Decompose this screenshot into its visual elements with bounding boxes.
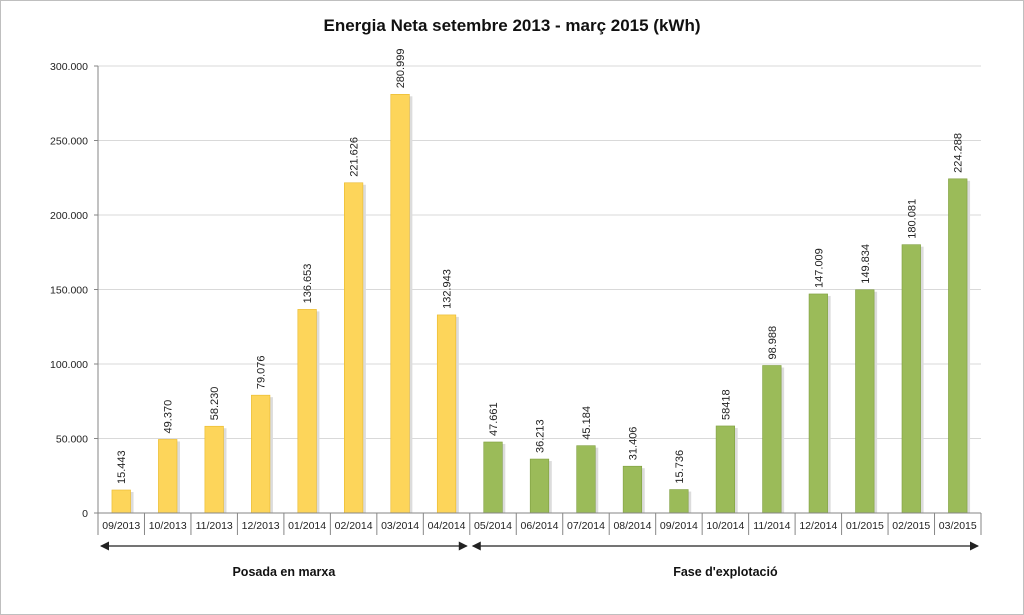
data-label: 79.076 (256, 356, 268, 390)
y-tick-label: 200.000 (50, 210, 88, 222)
bar-05-2014 (483, 441, 503, 514)
data-label: 132.943 (442, 269, 454, 309)
bar-06-2014 (529, 458, 550, 514)
bars (111, 94, 971, 514)
bar-03-2015 (948, 178, 968, 514)
x-tick-label: 02/2015 (892, 520, 930, 532)
y-tick-label: 250.000 (50, 136, 88, 148)
y-tick-label: 150.000 (50, 285, 88, 297)
bar-10-2014 (715, 425, 735, 514)
y-tick-label: 0 (82, 508, 88, 520)
bar-09-2014 (669, 489, 689, 514)
data-label: 31.406 (627, 427, 639, 461)
bar-02-2014 (344, 182, 364, 514)
data-label: 221.626 (349, 137, 361, 177)
chart-title: Energia Neta setembre 2013 - març 2015 (… (323, 16, 700, 35)
bar-01-2015 (855, 289, 875, 514)
bar-04-2014 (436, 314, 457, 514)
bar-10-2013 (158, 439, 178, 514)
x-tick-label: 03/2015 (939, 520, 977, 532)
x-axis-tick-labels: 09/2013 10/2013 11/2013 12/2013 01/2014 02/20… (102, 520, 977, 532)
x-tick-label: 11/2013 (196, 520, 233, 532)
data-label: 58.230 (209, 387, 221, 421)
data-label: 15.443 (116, 450, 128, 484)
x-tick-label: 05/2014 (474, 520, 512, 532)
y-tick-label: 50.000 (56, 434, 88, 446)
x-tick-label: 09/2013 (102, 520, 140, 532)
data-label: 224.288 (953, 133, 965, 173)
phase-arrow-1 (100, 541, 468, 551)
x-tick-label: 11/2014 (753, 520, 790, 532)
data-label: 149.834 (860, 244, 872, 284)
axes (94, 65, 982, 535)
bar-11-2014 (762, 365, 782, 514)
x-tick-label: 08/2014 (613, 520, 651, 532)
data-label: 98.988 (767, 326, 779, 360)
bar-01-2014 (297, 309, 317, 514)
bar-09-2013 (111, 489, 131, 514)
data-label: 136.653 (302, 264, 314, 304)
y-axis-tick-labels: 0 50.000 100.000 150.000 200.000 250.000 300.0… (50, 61, 88, 520)
x-tick-label: 03/2014 (381, 520, 419, 532)
bar-07-2014 (576, 445, 596, 514)
x-tick-label: 06/2014 (521, 520, 559, 532)
x-tick-label: 12/2014 (799, 520, 837, 532)
y-tick-label: 100.000 (50, 359, 88, 371)
x-tick-label: 04/2014 (428, 520, 466, 532)
x-tick-label: 10/2014 (706, 520, 744, 532)
x-tick-label: 09/2014 (660, 520, 698, 532)
x-tick-label: 01/2015 (846, 520, 884, 532)
data-label: 280.999 (395, 49, 407, 89)
data-label: 58418 (720, 389, 732, 420)
x-tick-label: 02/2014 (335, 520, 373, 532)
phase-label: Fase d'explotació (673, 565, 778, 579)
gridlines (98, 65, 981, 439)
bar-12-2014 (808, 293, 828, 514)
phase-label: Posada en marxa (232, 565, 336, 579)
data-label: 36.213 (535, 419, 547, 453)
bar-02-2015 (901, 244, 921, 514)
data-label: 180.081 (906, 199, 918, 239)
bar-12-2013 (251, 394, 271, 514)
phase-annotations: Posada en marxa Fase d'explotació (100, 541, 979, 579)
bar-03-2014 (390, 94, 410, 514)
data-label: 45.184 (581, 406, 593, 440)
bar-11-2013 (204, 425, 224, 514)
phase-arrow-2 (471, 541, 979, 551)
y-tick-label: 300.000 (50, 61, 88, 73)
data-label: 147.009 (813, 248, 825, 288)
data-label: 47.661 (488, 402, 500, 436)
bar-08-2014 (622, 465, 643, 514)
x-tick-label: 01/2014 (288, 520, 326, 532)
data-label: 49.370 (163, 400, 175, 434)
x-tick-label: 07/2014 (567, 520, 605, 532)
data-labels: 15.443 49.370 58.230 79.076 136.653 221.626 28… (116, 49, 965, 484)
data-label: 15.736 (674, 450, 686, 484)
x-tick-label: 10/2013 (149, 520, 187, 532)
x-tick-label: 12/2013 (242, 520, 280, 532)
